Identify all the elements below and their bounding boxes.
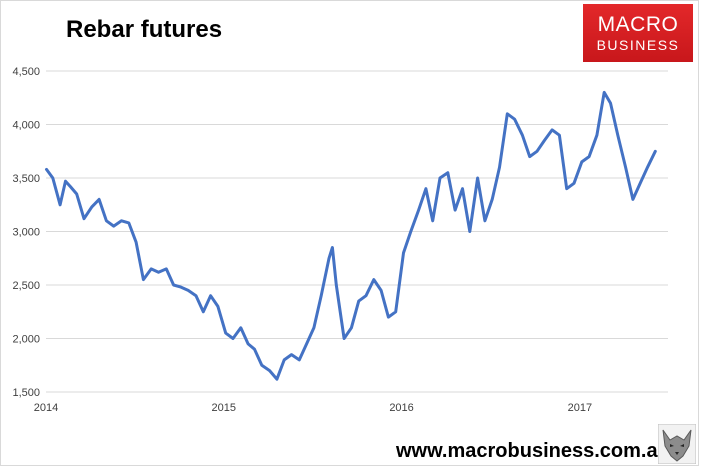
y-tick-label: 3,000 — [12, 227, 40, 239]
logo-line-2: BUSINESS — [596, 37, 680, 53]
x-axis-ticks: 2014 2015 2016 2017 — [34, 402, 592, 414]
series-line — [45, 90, 657, 381]
x-tick-label: 2017 — [568, 402, 592, 414]
logo-line-1: MACRO — [597, 13, 679, 36]
chart-title: Rebar futures — [66, 16, 223, 43]
x-tick-label: 2015 — [212, 402, 236, 414]
x-tick-label: 2016 — [389, 402, 413, 414]
y-axis-ticks: 1,500 2,000 2,500 3,000 3,500 4,000 4,500 — [12, 66, 40, 399]
x-tick-label: 2014 — [34, 402, 58, 414]
gridlines — [46, 70, 668, 393]
wolf-icon — [658, 424, 696, 464]
website-url: www.macrobusiness.com.au — [396, 440, 670, 462]
macrobusiness-logo: MACRO BUSINESS — [583, 4, 693, 62]
y-tick-label: 4,000 — [12, 120, 40, 132]
y-tick-label: 3,500 — [12, 173, 40, 185]
y-tick-label: 4,500 — [12, 66, 40, 78]
y-tick-label: 2,500 — [12, 280, 40, 292]
y-tick-label: 1,500 — [12, 387, 40, 399]
y-tick-label: 2,000 — [12, 334, 40, 346]
